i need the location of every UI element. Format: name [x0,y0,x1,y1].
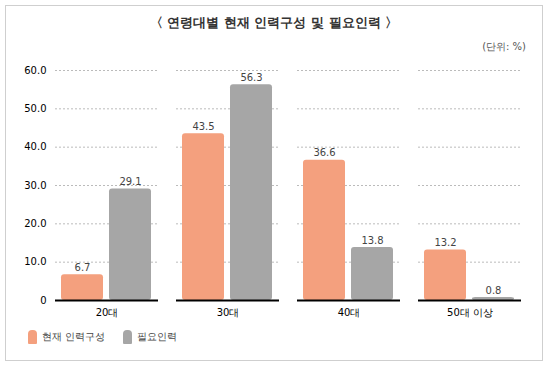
svg-text:20.0: 20.0 [24,218,46,229]
svg-text:20대: 20대 [96,307,119,318]
svg-text:13.2: 13.2 [434,237,456,248]
svg-text:50.0: 50.0 [24,103,46,114]
svg-text:40대: 40대 [338,307,361,318]
svg-text:10.0: 10.0 [24,256,46,267]
svg-text:43.5: 43.5 [192,121,214,132]
svg-text:60.0: 60.0 [24,65,46,76]
html-text:필요인력: 필요인력 [137,331,178,342]
svg-text:56.3: 56.3 [240,72,262,83]
svg-text:0: 0 [40,295,46,306]
svg-text:13.8: 13.8 [361,235,383,246]
svg-text:29.1: 29.1 [119,176,141,187]
svg-text:36.6: 36.6 [313,147,335,158]
svg-text:6.7: 6.7 [75,262,91,273]
html-text:〈 연령대별 현재 인력구성 및 필요인력 〉: 〈 연령대별 현재 인력구성 및 필요인력 〉 [149,15,399,30]
html-text:(단위: %): (단위: %) [482,41,526,52]
html-text:현재 인력구성: 현재 인력구성 [42,331,106,342]
svg-text:40.0: 40.0 [24,141,46,152]
svg-text:30.0: 30.0 [24,180,46,191]
svg-text:30대: 30대 [217,307,240,318]
svg-text:50대 이상: 50대 이상 [447,307,493,318]
svg-text:0.8: 0.8 [486,285,502,296]
